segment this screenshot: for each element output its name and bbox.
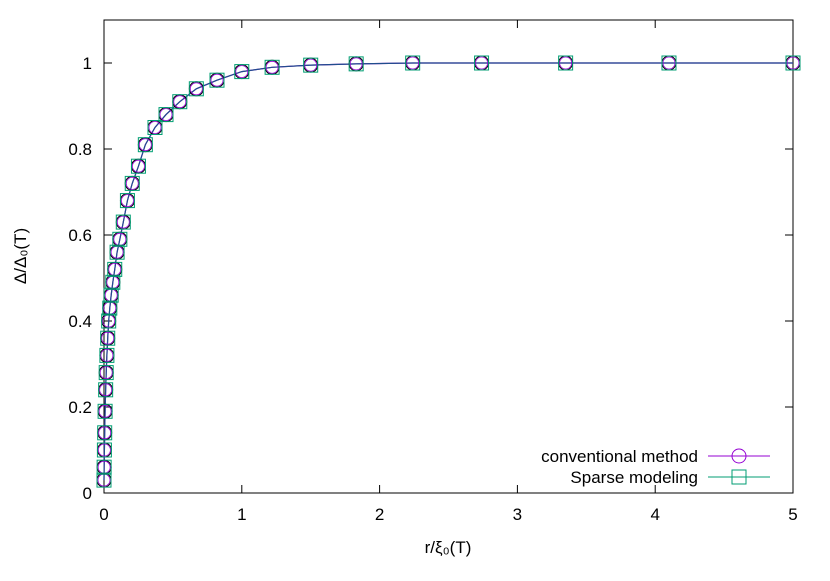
- data-point-square: [105, 274, 121, 290]
- data-point-square: [172, 94, 188, 110]
- data-point-circle-inner: [159, 108, 173, 121]
- data-point-square: [99, 347, 115, 363]
- data-point-circle-inner: [98, 443, 111, 457]
- data-point-circle-inner: [786, 56, 800, 70]
- legend-marker-sparse: [731, 469, 747, 485]
- y-tick-label: 0.6: [68, 226, 92, 245]
- legend-label-sparse: Sparse modeling: [570, 468, 698, 487]
- data-point-square: [661, 55, 677, 71]
- series-line: [103, 62, 793, 481]
- data-point-square: [98, 382, 114, 398]
- data-point-square: [558, 55, 574, 71]
- y-tick-label: 0.8: [68, 140, 92, 159]
- data-point-square: [98, 365, 114, 381]
- data-point-square: [97, 425, 113, 441]
- legend: conventional method Sparse modeling: [541, 447, 770, 487]
- data-point-circle-inner: [189, 82, 203, 96]
- data-point-circle-inner: [235, 65, 249, 78]
- data-point-square: [264, 59, 280, 75]
- data-point-square: [107, 261, 123, 277]
- x-tick-label: 3: [513, 505, 522, 524]
- x-tick-label: 0: [99, 505, 108, 524]
- data-point-circle-inner: [101, 331, 115, 345]
- x-axis-label: r/ξ₀(T): [425, 538, 472, 557]
- data-point-square: [158, 107, 174, 123]
- data-point-square: [785, 55, 801, 71]
- legend-label-conventional: conventional method: [541, 447, 698, 466]
- data-curves: [103, 62, 793, 481]
- data-point-circle-inner: [662, 56, 676, 70]
- y-axis-label: Δ/Δ₀(T): [11, 228, 30, 284]
- legend-marker-conventional: [731, 448, 747, 464]
- data-point-square: [188, 81, 204, 97]
- data-point-circle-inner: [475, 56, 488, 70]
- data-point-square: [101, 313, 117, 329]
- data-point-square: [130, 158, 146, 174]
- plot-frame: [103, 19, 794, 494]
- data-point-circle-inner: [559, 56, 573, 70]
- data-point-square: [96, 459, 112, 475]
- data-point-circle-inner: [173, 95, 187, 109]
- data-point-circle-inner: [265, 60, 279, 74]
- data-point-circle-inner: [99, 383, 113, 397]
- axis-ticks: 0 1 2 3 4 5 0 0.2 0.4 0.6 0.8 1: [68, 20, 798, 524]
- data-point-circle-inner: [148, 121, 162, 134]
- data-point-square: [474, 55, 490, 71]
- data-point-circle-inner: [125, 176, 139, 190]
- data-point-circle-inner: [121, 194, 134, 208]
- data-point-square: [137, 137, 153, 153]
- data-point-circle-inner: [138, 138, 152, 152]
- data-point-circle-inner: [98, 426, 112, 440]
- data-point-square: [348, 56, 364, 72]
- data-point-square: [147, 120, 163, 135]
- data-point-square: [303, 57, 319, 73]
- data-point-square: [97, 403, 113, 419]
- data-point-square: [112, 231, 128, 247]
- data-point-circle-inner: [116, 215, 130, 229]
- data-point-square: [209, 72, 225, 88]
- data-point-square: [96, 472, 112, 488]
- data-point-square: [96, 442, 112, 458]
- data-point-square: [109, 244, 125, 260]
- data-point-circle-inner: [304, 58, 318, 72]
- data-point-square: [119, 193, 135, 209]
- data-point-circle-inner: [406, 56, 420, 70]
- data-point-circle-inner: [99, 366, 113, 380]
- data-point-square: [115, 214, 131, 230]
- data-point-circle-inner: [349, 57, 363, 71]
- y-tick-label: 0.4: [68, 312, 92, 331]
- data-point-square: [103, 287, 119, 303]
- series-line: [103, 62, 793, 481]
- data-point-circle-inner: [100, 348, 114, 362]
- x-tick-label: 4: [650, 505, 659, 524]
- data-point-circle-inner: [132, 159, 145, 173]
- y-tick-label: 0: [83, 484, 92, 503]
- data-markers: [96, 55, 801, 488]
- data-point-square: [405, 55, 421, 71]
- y-tick-label: 0.2: [68, 398, 92, 417]
- data-point-circle-inner: [210, 73, 224, 87]
- y-tick-label: 1: [83, 54, 92, 73]
- x-tick-label: 5: [788, 505, 797, 524]
- x-tick-label: 2: [375, 505, 384, 524]
- data-point-square: [124, 175, 140, 191]
- data-point-square: [100, 330, 116, 346]
- data-point-square: [102, 300, 118, 316]
- data-point-square: [234, 64, 250, 80]
- data-point-circle-inner: [98, 404, 112, 418]
- x-tick-label: 1: [237, 505, 246, 524]
